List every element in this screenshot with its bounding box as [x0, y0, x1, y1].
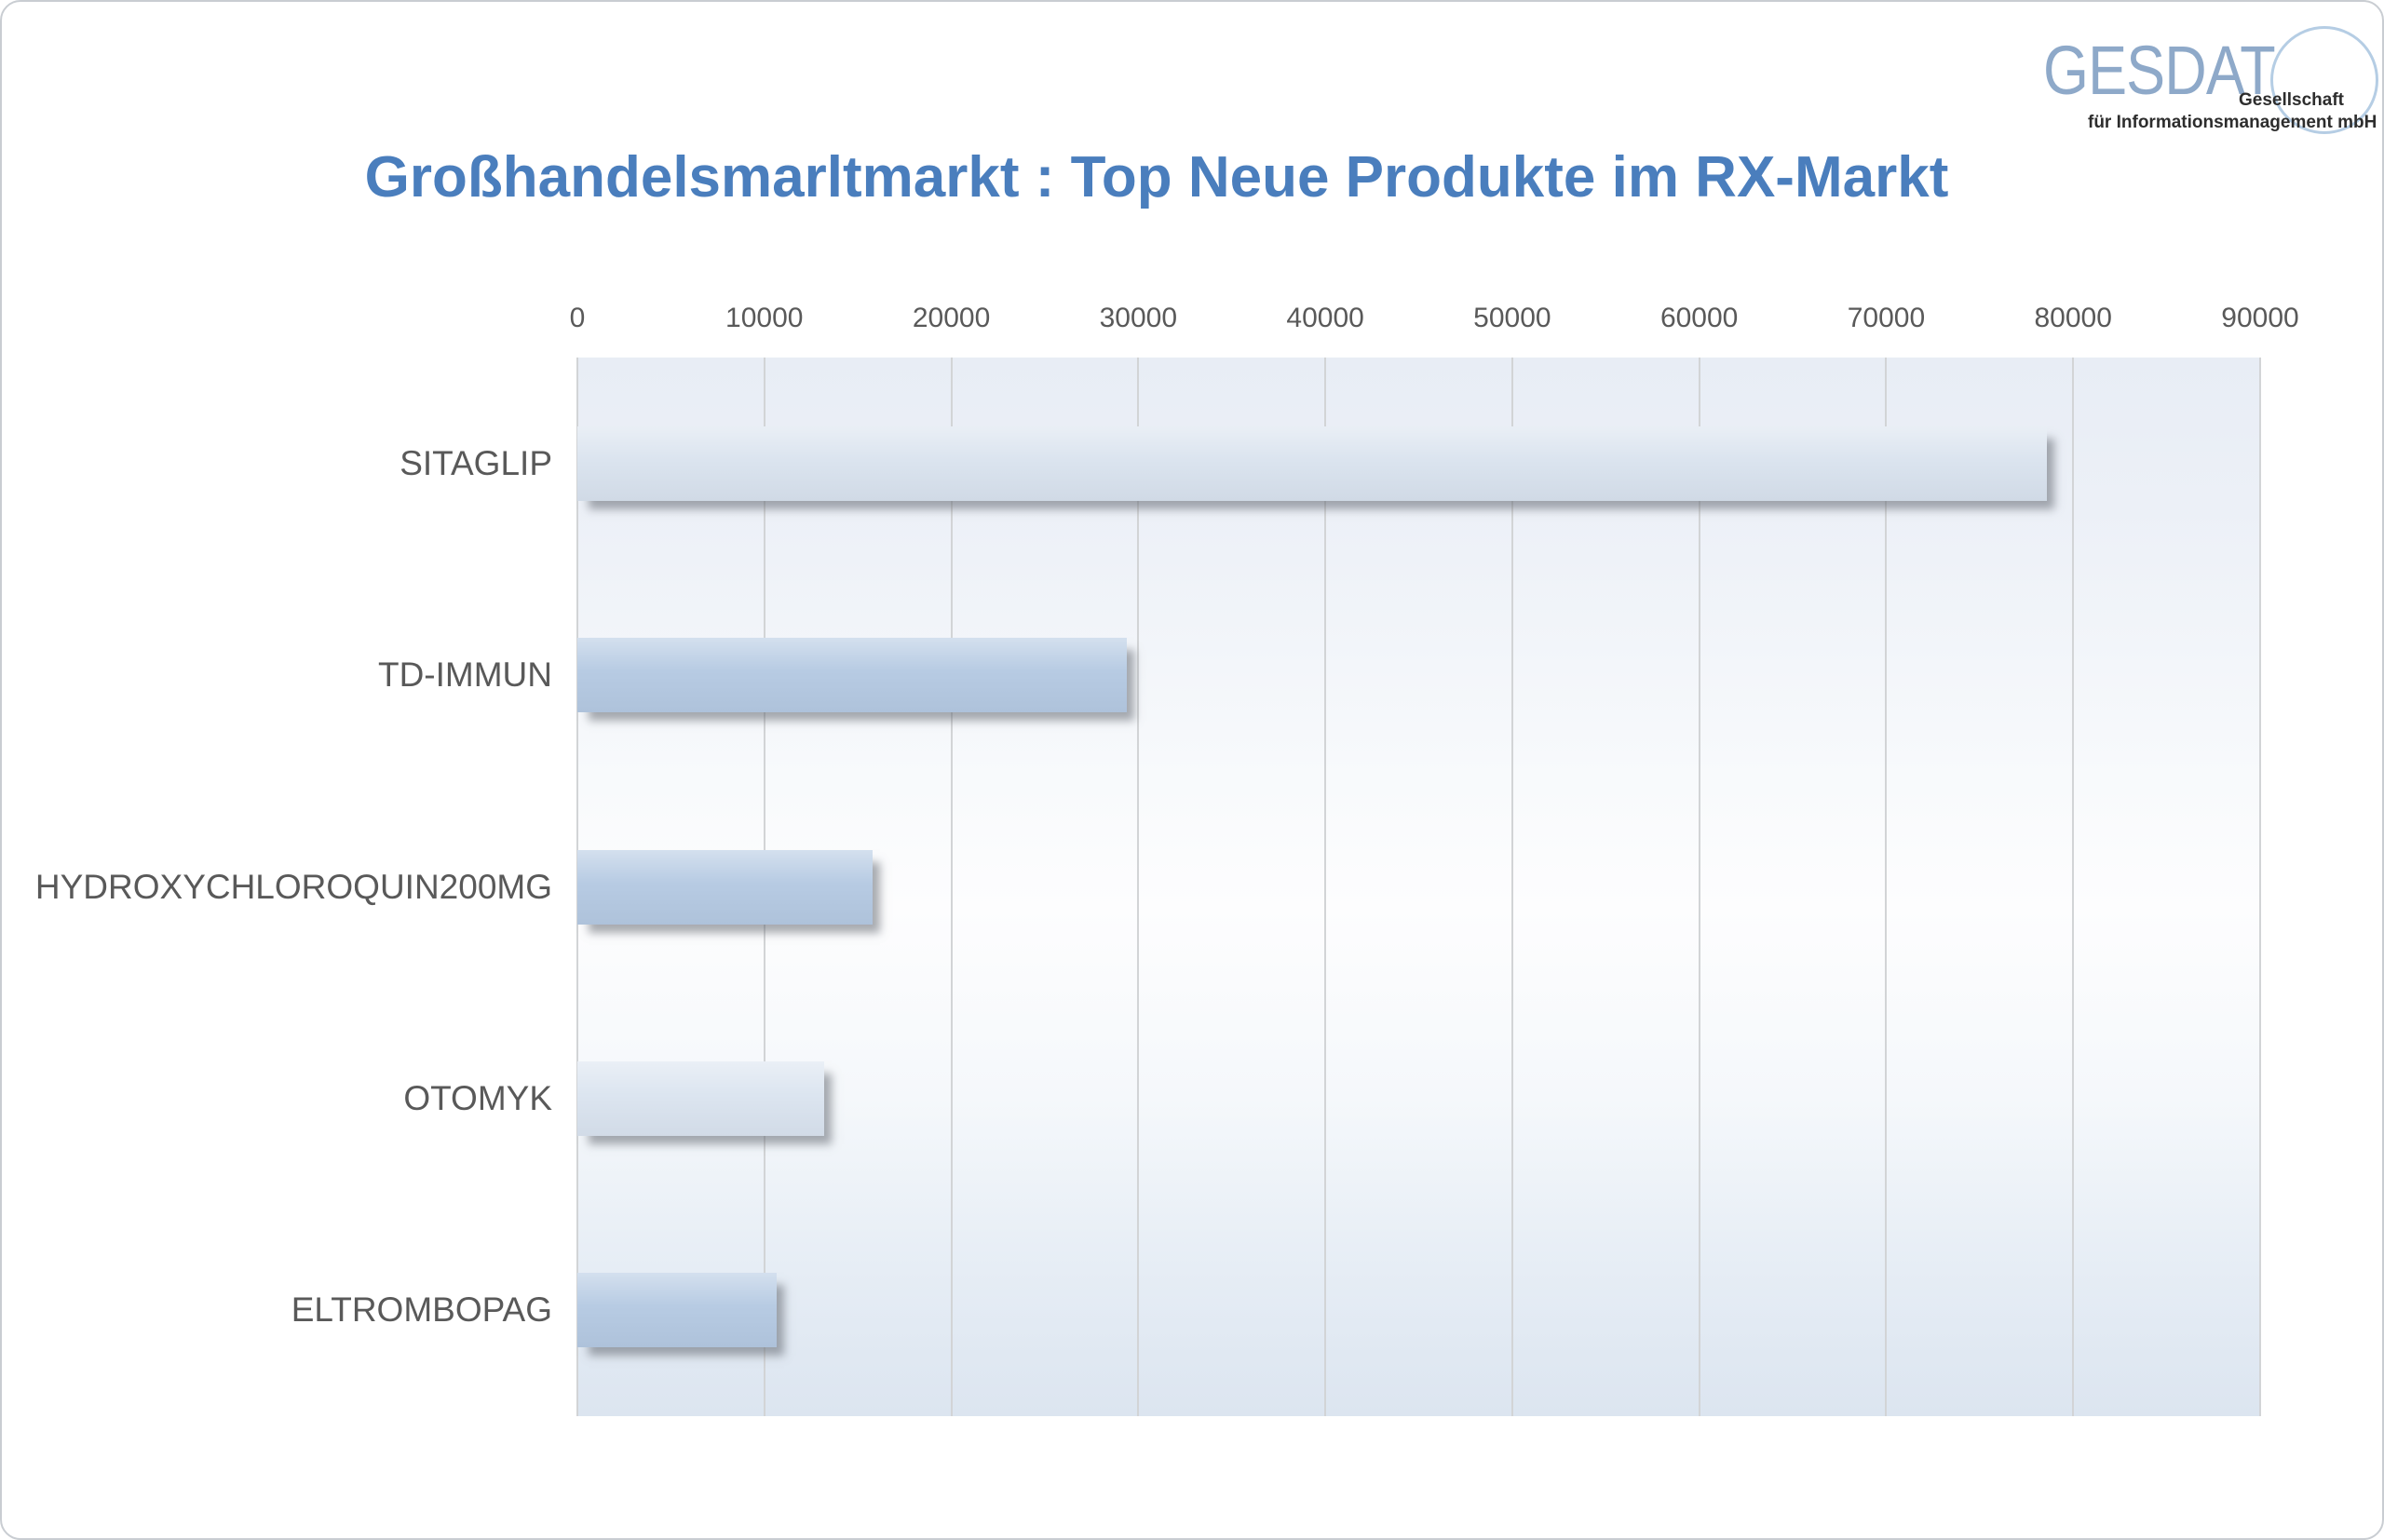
x-tick-label: 90000: [2221, 303, 2299, 333]
bar: [577, 638, 1128, 713]
plot-area: [576, 358, 2261, 1416]
category-label: SITAGLIP: [400, 443, 552, 482]
category-label: ELTROMBOPAG: [291, 1290, 552, 1330]
chart-title: Großhandelsmarltmarkt : Top Neue Produkt…: [364, 145, 1949, 209]
x-tick-label: 10000: [725, 303, 804, 333]
x-tick-label: 80000: [2034, 303, 2112, 333]
logo-tagline: Gesellschaft für Informationsmanagement …: [2088, 89, 2377, 134]
bar: [577, 849, 874, 925]
category-label: OTOMYK: [403, 1078, 552, 1117]
gridline: [2259, 358, 2261, 1416]
x-tick-label: 50000: [1473, 303, 1551, 333]
logo-brand-text: GESDAT: [2043, 32, 2276, 109]
x-tick-label: 30000: [1099, 303, 1178, 333]
logo-tagline-line2: für Informationsmanagement mbH: [2088, 113, 2377, 132]
x-tick-label: 0: [569, 303, 586, 333]
gridline: [1324, 358, 1327, 1416]
bar: [577, 426, 2048, 501]
logo-tagline-line1: Gesellschaft: [2239, 90, 2344, 110]
gridline: [1698, 358, 1700, 1416]
category-label: TD-IMMUN: [377, 655, 552, 695]
x-tick-label: 60000: [1659, 303, 1739, 333]
gridline: [1885, 358, 1888, 1416]
x-tick-label: 40000: [1286, 303, 1364, 333]
x-tick-label: 20000: [912, 303, 991, 333]
bar: [577, 1060, 825, 1136]
gridline: [950, 358, 953, 1416]
category-label: HYDROXYCHLOROQUIN200MG: [34, 867, 552, 906]
bar: [577, 1273, 777, 1348]
x-tick-label: 70000: [1847, 303, 1926, 333]
gridline: [2072, 358, 2075, 1416]
gridline: [1137, 358, 1140, 1416]
logo-circle-icon: [2270, 26, 2378, 134]
gridline: [1510, 358, 1513, 1416]
gesdat-logo: GESDAT Gesellschaft für Informationsmana…: [2032, 11, 2378, 151]
